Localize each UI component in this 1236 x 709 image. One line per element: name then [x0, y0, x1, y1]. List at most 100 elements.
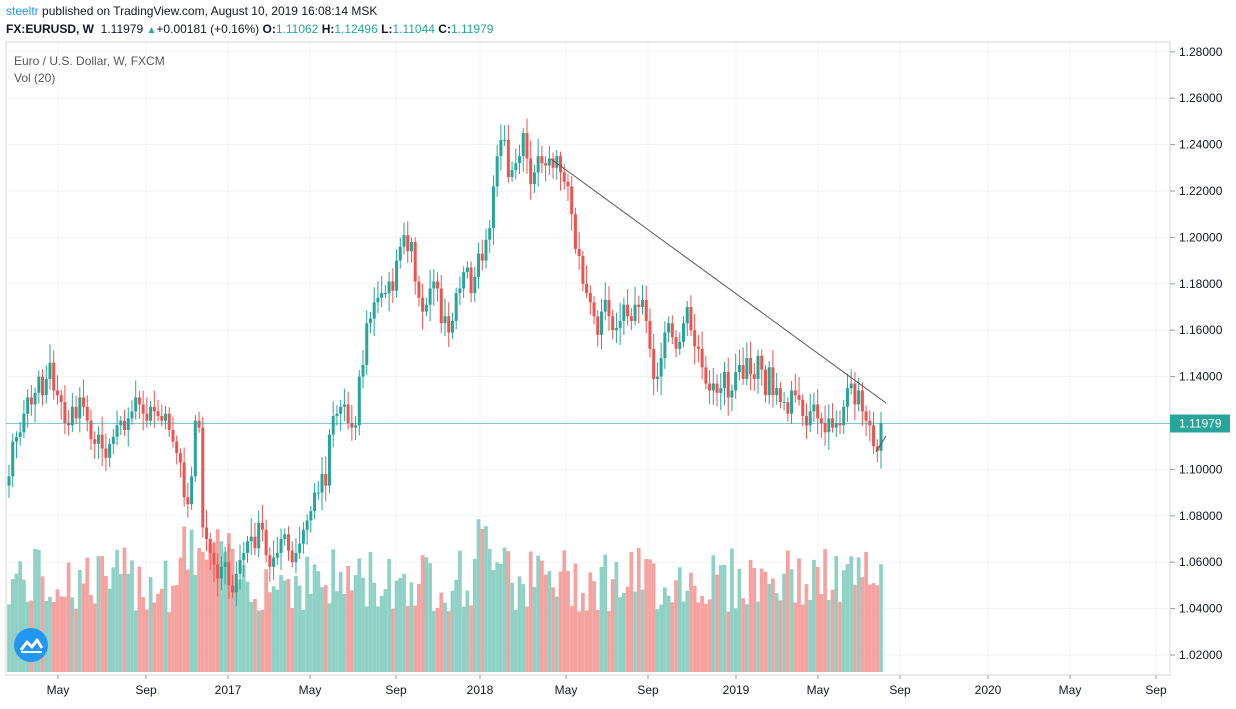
- volume-bar: [845, 564, 850, 672]
- candle-body: [208, 539, 212, 553]
- high-value: 1.12496: [334, 22, 378, 36]
- candle-body: [402, 235, 406, 247]
- volume-bar: [361, 577, 365, 672]
- volume-bar: [830, 589, 835, 672]
- candle-body: [849, 383, 853, 389]
- candle-body: [164, 413, 168, 421]
- volume-bar: [875, 585, 880, 672]
- y-tick-label: 1.14000: [1179, 370, 1223, 384]
- candle-body: [11, 441, 15, 477]
- open-value: 1.11062: [275, 22, 319, 36]
- x-tick-label: May: [47, 683, 70, 697]
- candle-body: [439, 288, 443, 324]
- candle-body: [249, 536, 253, 542]
- x-tick-label: 2017: [215, 683, 242, 697]
- candle-body: [134, 397, 138, 412]
- candle-body: [667, 323, 671, 333]
- volume-bar: [81, 583, 86, 672]
- current-price-label: 1.11979: [1179, 416, 1222, 430]
- volume-bar: [722, 564, 727, 672]
- volume-bar: [10, 579, 15, 672]
- volume-bar: [379, 595, 384, 672]
- volume-bar: [59, 596, 64, 672]
- volume-bar: [22, 579, 26, 672]
- candle-body: [838, 423, 842, 426]
- volume-bar: [499, 563, 503, 672]
- candle-body: [372, 302, 376, 319]
- volume-bar: [275, 589, 280, 672]
- candle-body: [78, 397, 82, 419]
- volume-bar: [107, 588, 112, 672]
- candle-body: [339, 406, 343, 414]
- candle-body: [324, 474, 328, 486]
- y-tick-label: 1.20000: [1179, 230, 1223, 244]
- volume-bar: [856, 557, 861, 672]
- candle-body: [104, 448, 108, 458]
- candle-body: [55, 390, 59, 396]
- volume-bar: [424, 557, 429, 672]
- published-text: published on TradingView.com, August 10,…: [38, 4, 378, 18]
- volume-bar: [607, 611, 611, 672]
- volume-bar: [197, 547, 201, 672]
- candle-body: [536, 156, 540, 173]
- volume-bar: [458, 550, 462, 672]
- candle-body: [790, 390, 794, 414]
- volume-bar: [547, 571, 552, 672]
- candle-body: [540, 156, 544, 164]
- volume-bar: [316, 571, 321, 672]
- volume-bar: [707, 599, 712, 672]
- volume-bar: [241, 565, 246, 672]
- volume-bar: [525, 606, 529, 672]
- candle-body: [689, 307, 693, 331]
- x-tick-label: Sep: [385, 683, 407, 697]
- candle-body: [693, 330, 697, 347]
- candle-body: [696, 346, 700, 349]
- candle-body: [443, 316, 447, 324]
- candle-body: [801, 399, 805, 417]
- volume-bar: [685, 590, 690, 672]
- x-tick-label: 2020: [975, 683, 1002, 697]
- candle-body: [857, 390, 861, 405]
- candle-body: [152, 406, 156, 412]
- volume-bar: [364, 606, 369, 672]
- candle-body: [827, 418, 831, 433]
- volume-bar: [700, 595, 704, 672]
- candle-body: [193, 420, 197, 477]
- volume-bar: [614, 561, 619, 672]
- tradingview-logo-icon[interactable]: [14, 628, 48, 662]
- candle-body: [41, 376, 45, 396]
- candle-body: [614, 327, 618, 331]
- publisher-username[interactable]: steeltr: [6, 4, 39, 18]
- volume-bar: [398, 578, 403, 672]
- candle-body: [313, 492, 317, 512]
- candle-body: [178, 453, 182, 463]
- volume-bar: [44, 600, 49, 672]
- candle-body: [570, 186, 574, 215]
- candle-body: [238, 559, 242, 574]
- candle-body: [644, 300, 648, 321]
- volume-bar: [808, 599, 813, 672]
- volume-bar: [66, 562, 71, 672]
- candle-body: [93, 439, 97, 444]
- candle-body: [771, 367, 775, 396]
- candle-body: [577, 249, 581, 256]
- candle-body: [581, 255, 585, 284]
- y-tick-label: 1.24000: [1179, 138, 1223, 152]
- volume-bar: [689, 572, 693, 672]
- candle-body: [681, 323, 685, 342]
- volume-bar: [63, 596, 67, 672]
- volume-bar: [387, 559, 391, 672]
- x-tick-label: May: [1059, 683, 1082, 697]
- volume-bar: [566, 570, 570, 672]
- candle-body: [674, 337, 678, 349]
- volume-bar: [115, 549, 119, 672]
- volume-bar: [413, 605, 418, 672]
- candle-body: [648, 320, 652, 349]
- candle-body: [551, 158, 555, 168]
- last-price: 1.11979: [100, 22, 144, 36]
- volume-bar: [763, 571, 768, 672]
- volume-bar: [96, 556, 101, 672]
- candle-body: [663, 332, 667, 359]
- candle-body: [298, 543, 302, 553]
